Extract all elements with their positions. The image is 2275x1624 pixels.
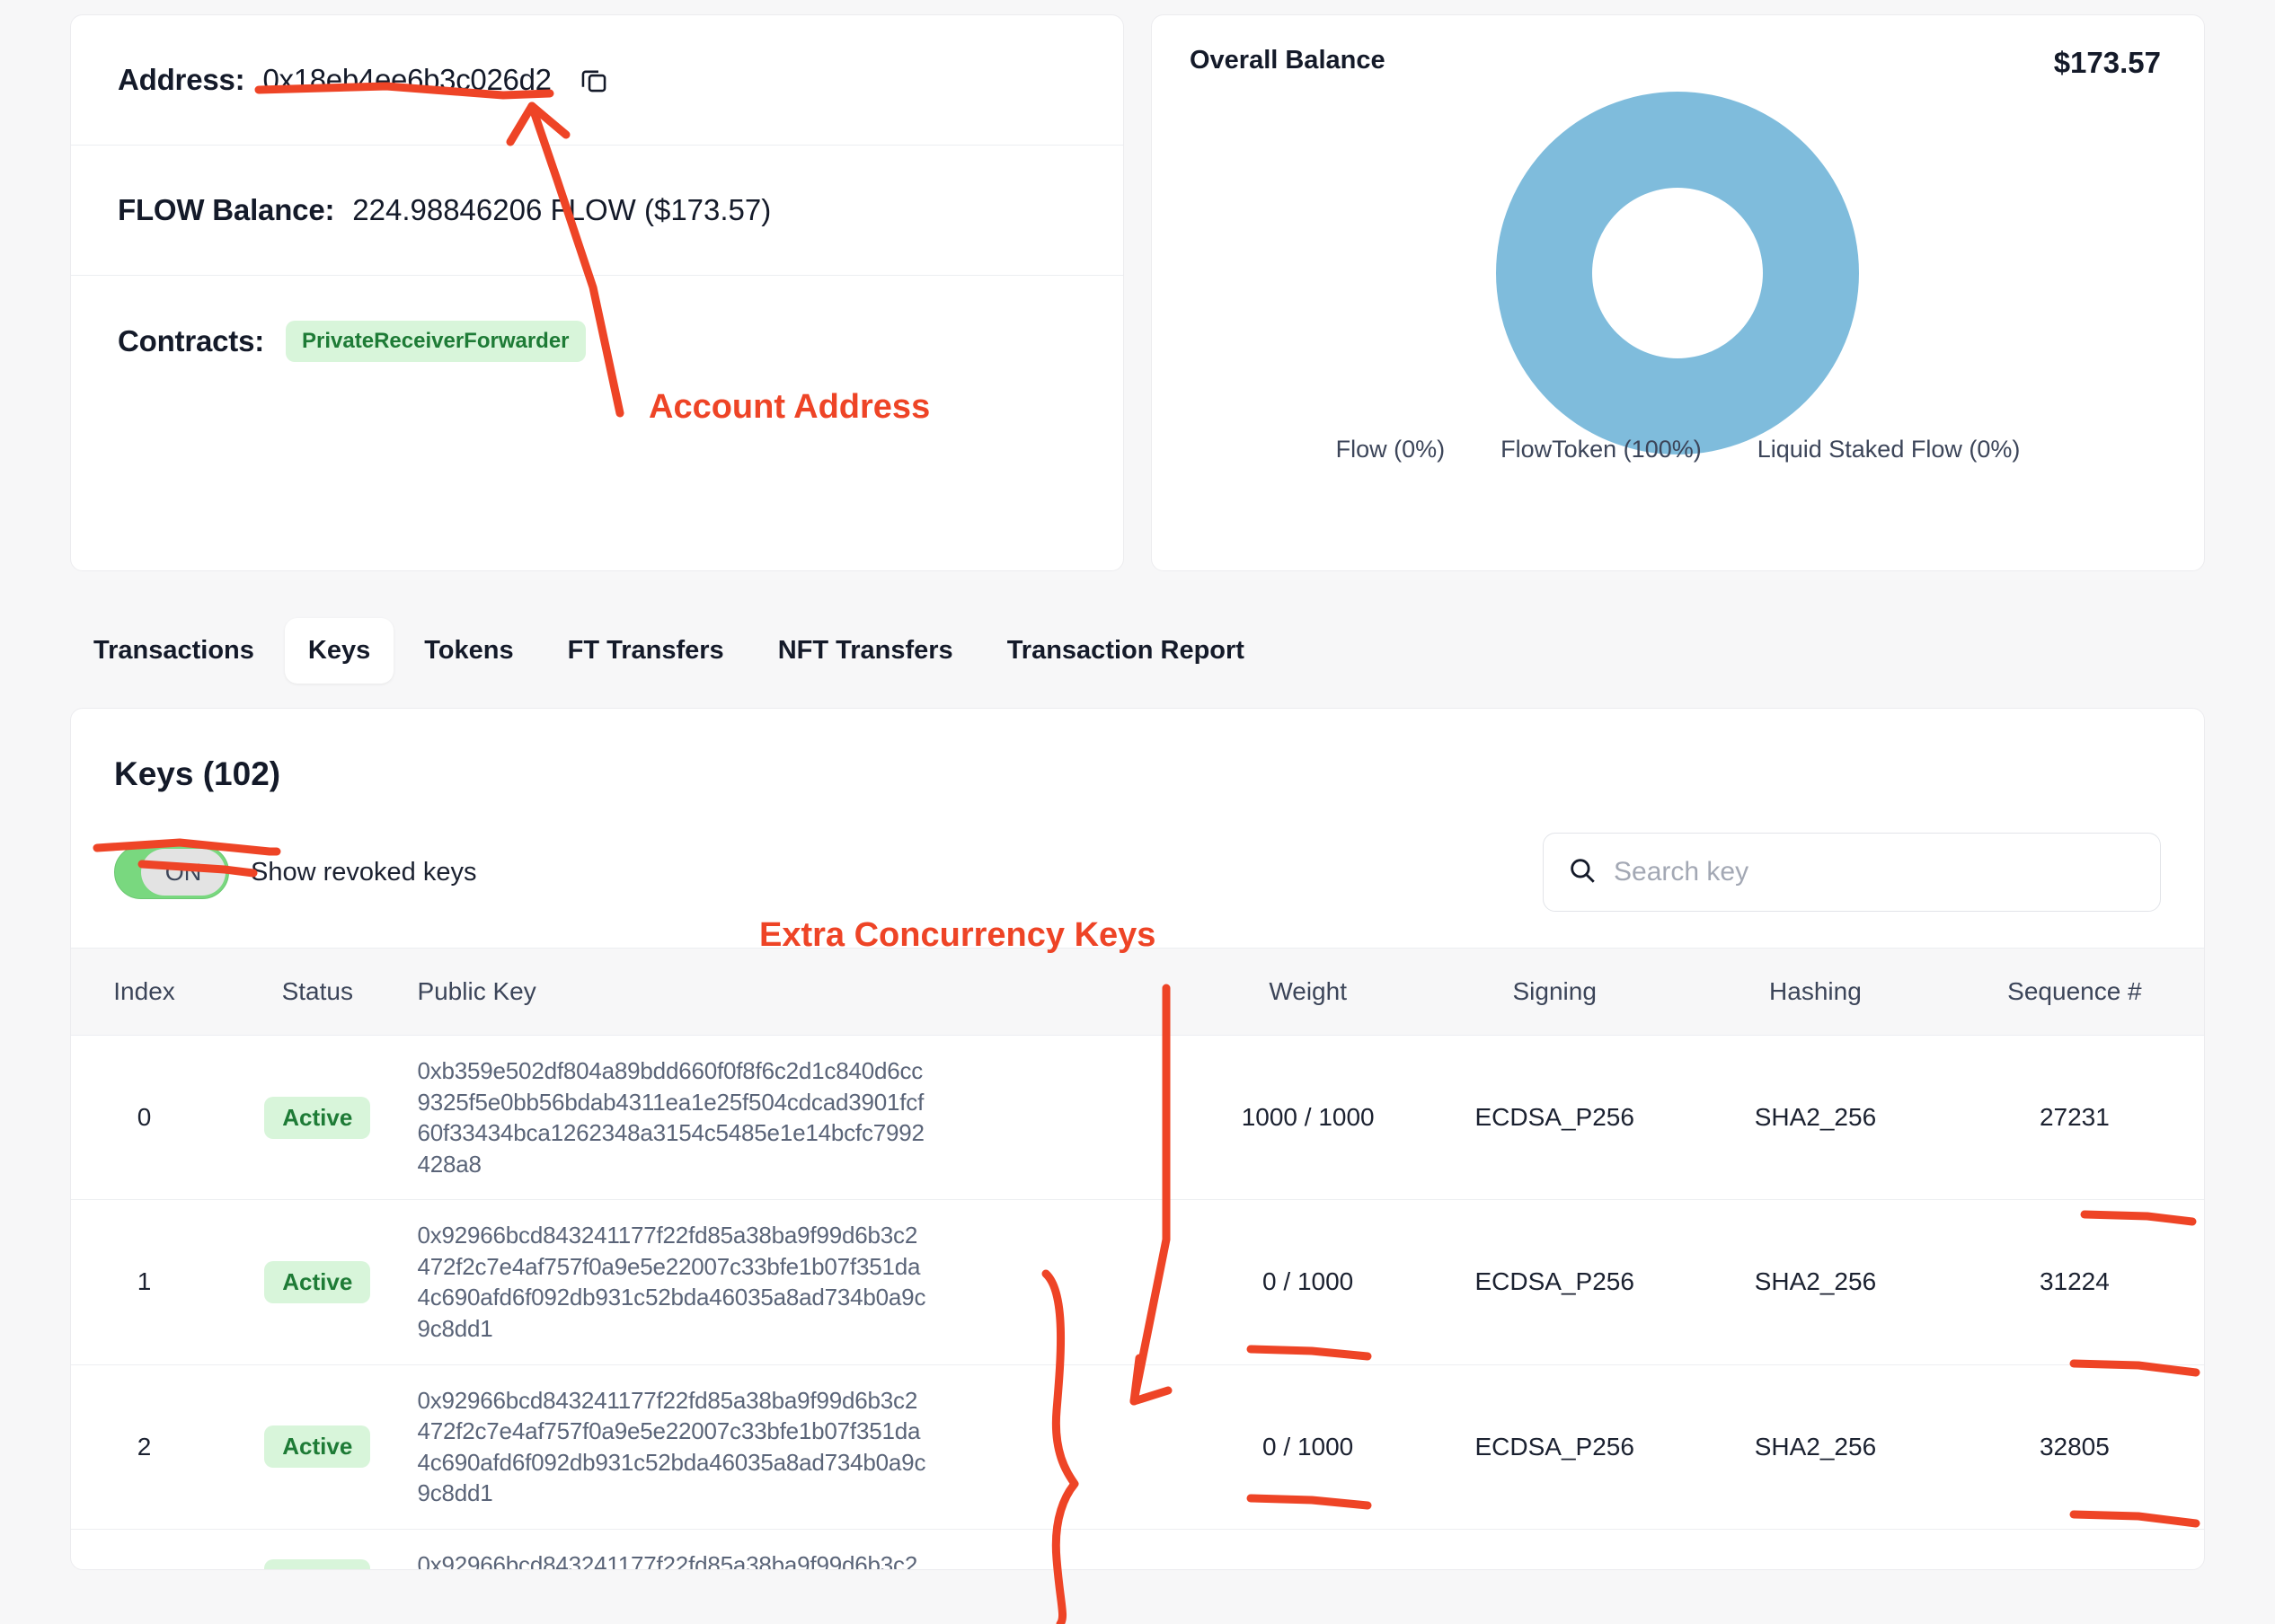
toggle-knob-label: ON [141,849,226,896]
cell-sequence [1944,1529,2204,1569]
cell-sequence: 27231 [1944,1035,2204,1201]
status-badge: Active [264,1096,371,1139]
overall-balance-amount: $173.57 [2053,46,2161,79]
cell-signing: ECDSA_P256 [1423,1035,1686,1201]
address-row: Address: 0x18eb4ee6b3c026d2 [71,15,1123,146]
contracts-label: Contracts: [118,323,265,357]
address-value[interactable]: 0x18eb4ee6b3c026d2 [262,63,552,96]
table-row[interactable]: 0 Active 0xb359e502df804a89bdd660f0f8f6c… [71,1035,2204,1201]
overall-balance-title: Overall Balance [1189,46,1385,75]
address-label: Address: [118,63,245,96]
col-hashing[interactable]: Hashing [1769,977,1862,1005]
public-key-text[interactable]: 0x92966bcd843241177f22fd85a38ba9f99d6b3c… [417,1222,926,1343]
cell-status: Active [217,1364,418,1530]
account-summary-row: Address: 0x18eb4ee6b3c026d2 FLOW Balance… [0,0,2275,571]
cell-weight: 1000 / 1000 [1191,1035,1424,1201]
cell-spacer [1007,1364,1192,1530]
keys-table-head: Index Status Public Key Weight Signing H… [71,948,2204,1036]
table-row[interactable]: 2 Active 0x92966bcd843241177f22fd85a38ba… [71,1364,2204,1530]
overall-balance-card: Overall Balance $173.57 Flow (0%) FlowTo… [1150,14,2205,571]
keys-panel-title: Keys (102) [114,755,281,792]
cell-hashing: SHA2_256 [1686,1035,1945,1201]
cell-public-key: 0x92966bcd843241177f22fd85a38ba9f99d6b3c… [417,1529,1008,1570]
col-spacer [1008,949,1192,1036]
tab-tokens[interactable]: Tokens [424,635,514,665]
show-revoked-keys-label: Show revoked keys [251,857,477,887]
keys-controls: ON Show revoked keys Search key [71,793,2204,912]
contracts-row: Contracts: PrivateReceiverForwarder [71,276,1123,406]
balance-donut-chart: Flow (0%) FlowToken (100%) Liquid Staked… [1190,84,2166,471]
tab-ft-transfers[interactable]: FT Transfers [567,635,724,665]
legend-item-flow[interactable]: Flow (0%) [1335,436,1446,463]
cell-public-key: 0xb359e502df804a89bdd660f0f8f6c2d1c840d6… [417,1035,1008,1201]
status-badge: Active [264,1559,371,1569]
cell-hashing: SHA2_256 [1686,1199,1945,1365]
cell-index: 2 [71,1364,218,1530]
cell-index: 1 [71,1199,218,1365]
table-row[interactable]: 3 Active 0x92966bcd843241177f22fd85a38ba… [71,1529,2204,1570]
public-key-text[interactable]: 0x92966bcd843241177f22fd85a38ba9f99d6b3c… [417,1386,926,1507]
cell-weight [1191,1529,1424,1569]
cell-status: Active [217,1529,418,1569]
cell-hashing: SHA2_256 [1686,1364,1945,1530]
flow-balance-value: 224.98846206 FLOW ($173.57) [352,193,772,226]
cell-sequence: 32805 [1944,1364,2204,1530]
public-key-text[interactable]: 0xb359e502df804a89bdd660f0f8f6c2d1c840d6… [417,1057,925,1178]
col-status[interactable]: Status [281,977,353,1005]
tab-nft-transfers[interactable]: NFT Transfers [777,635,953,665]
cell-public-key: 0x92966bcd843241177f22fd85a38ba9f99d6b3c… [417,1364,1008,1530]
copy-icon[interactable] [579,65,609,95]
table-row[interactable]: 1 Active 0x92966bcd843241177f22fd85a38ba… [71,1199,2204,1365]
col-public-key[interactable]: Public Key [417,977,536,1005]
cell-index: 0 [71,1035,218,1201]
flow-balance-row: FLOW Balance: 224.98846206 FLOW ($173.57… [71,146,1123,276]
keys-table-body: 0 Active 0xb359e502df804a89bdd660f0f8f6c… [71,1035,2204,1570]
keys-table: Index Status Public Key Weight Signing H… [71,948,2204,1570]
search-icon [1567,855,1598,890]
cell-status: Active [217,1035,418,1201]
cell-spacer [1007,1035,1192,1201]
flow-balance-label: FLOW Balance: [118,193,335,226]
cell-weight: 0 / 1000 [1191,1364,1424,1530]
cell-sequence: 31224 [1944,1199,2204,1365]
cell-spacer [1007,1199,1192,1365]
tab-transactions[interactable]: Transactions [93,635,254,665]
col-signing[interactable]: Signing [1512,977,1597,1005]
legend-item-liquid-staked-flow[interactable]: Liquid Staked Flow (0%) [1757,436,2021,463]
cell-signing: ECDSA_P256 [1423,1199,1686,1365]
cell-signing [1423,1529,1686,1569]
public-key-text[interactable]: 0x92966bcd843241177f22fd85a38ba9f99d6b3c… [417,1550,918,1570]
cell-index: 3 [71,1529,218,1569]
cell-hashing [1686,1529,1945,1569]
tab-keys[interactable]: Keys [284,617,394,684]
cell-signing: ECDSA_P256 [1423,1364,1686,1530]
keys-table-header-row: Index Status Public Key Weight Signing H… [71,948,2204,1036]
account-tabs: Transactions Keys Tokens FT Transfers NF… [0,605,2275,695]
cell-weight: 0 / 1000 [1191,1199,1424,1365]
account-info-card: Address: 0x18eb4ee6b3c026d2 FLOW Balance… [70,14,1124,571]
donut-hole [1592,188,1764,358]
donut-legend: Flow (0%) FlowToken (100%) Liquid Staked… [1190,436,2166,463]
search-key-placeholder: Search key [1614,857,1749,887]
show-revoked-keys-toggle[interactable]: ON [114,845,229,899]
keys-panel: Keys (102) ON Show revoked keys Search k… [70,708,2205,1570]
col-weight[interactable]: Weight [1269,977,1347,1005]
col-sequence[interactable]: Sequence # [2007,977,2142,1005]
col-index[interactable]: Index [113,977,175,1005]
donut-ring[interactable] [1496,92,1860,455]
status-badge: Active [264,1425,371,1469]
search-key-box[interactable]: Search key [1543,833,2161,912]
legend-item-flowtoken[interactable]: FlowToken (100%) [1500,436,1702,463]
cell-spacer [1007,1529,1192,1569]
cell-status: Active [217,1199,418,1365]
show-revoked-keys-group: ON Show revoked keys [114,845,476,899]
tab-transaction-report[interactable]: Transaction Report [1006,635,1244,665]
cell-public-key: 0x92966bcd843241177f22fd85a38ba9f99d6b3c… [417,1199,1008,1365]
status-badge: Active [264,1260,371,1303]
contract-chip[interactable]: PrivateReceiverForwarder [286,320,586,362]
